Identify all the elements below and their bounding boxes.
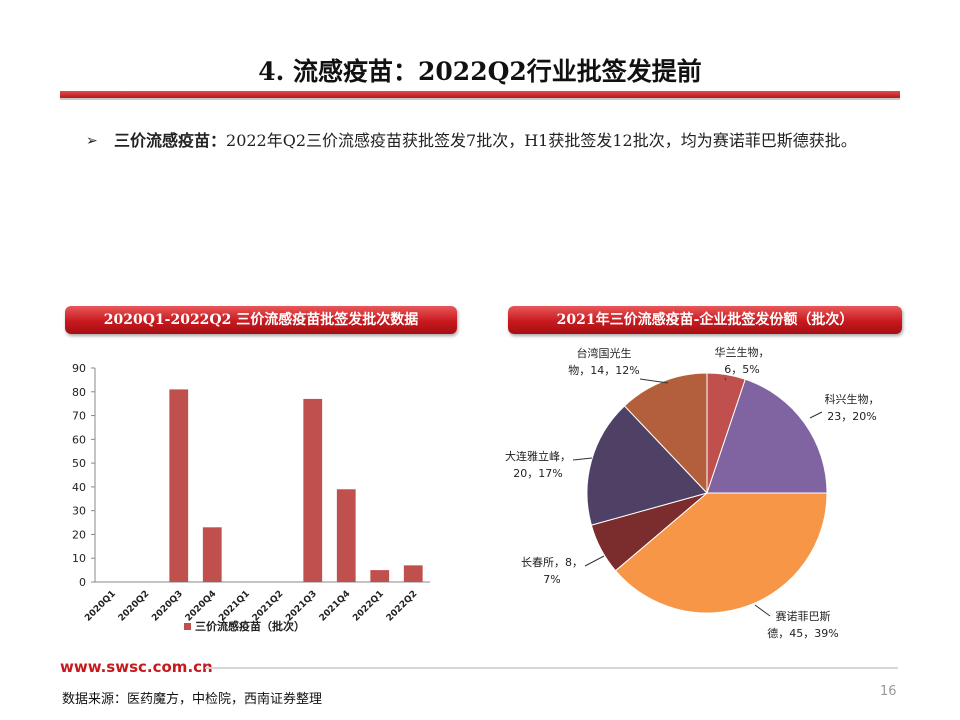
- pie-label: 华兰生物，: [715, 345, 770, 359]
- data-source: 数据来源：医药魔方，中检院，西南证券整理: [62, 692, 323, 707]
- y-tick-label: 10: [72, 552, 86, 565]
- legend-swatch: [184, 623, 191, 630]
- pie-slice: [623, 372, 708, 495]
- bullet-text-block: 三价流感疫苗：2022年Q2三价流感疫苗获批签发7批次，H1获批签发12批次，均…: [114, 124, 914, 158]
- title-underline-shadow: [60, 98, 900, 100]
- pie-leader-line: [724, 377, 727, 381]
- pie-label: 台湾国光生: [577, 346, 632, 360]
- bullet-highlight: 三价流感疫苗：: [114, 131, 227, 150]
- pie-slice: [586, 405, 708, 526]
- pie-leader-line: [572, 457, 593, 461]
- pie-label-value: 20，17%: [513, 467, 562, 480]
- bar: [202, 527, 222, 582]
- pie-leader-line: [754, 604, 771, 617]
- pie-label-value: 德，45，39%: [767, 626, 838, 640]
- pie-label: 科兴生物，: [825, 392, 880, 406]
- page-title: 4. 流感疫苗：2022Q2行业批签发提前: [258, 57, 702, 86]
- bar: [336, 489, 356, 582]
- footer-url: www.swsc.com.cn: [60, 658, 213, 676]
- pie-leader-line: [639, 378, 669, 384]
- pie-label-value: 物，14，12%: [568, 363, 639, 377]
- bar-chart-title: 2020Q1-2022Q2 三价流感疫苗批签发批次数据: [65, 306, 457, 334]
- y-tick-label: 50: [72, 457, 86, 470]
- y-tick-label: 20: [72, 528, 86, 541]
- pie-slice: [706, 378, 828, 494]
- legend-label: 三价流感疫苗（批次）: [195, 619, 305, 633]
- pie-slice: [614, 492, 828, 614]
- pie-chart-title: 2021年三价流感疫苗-企业批签发份额（批次）: [508, 306, 902, 334]
- y-tick-label: 80: [72, 386, 86, 399]
- y-tick-label: 60: [72, 433, 86, 446]
- pie-label: 大连雅立峰，: [505, 449, 571, 463]
- pie-leader-line: [809, 411, 823, 419]
- page-number: 16: [880, 684, 897, 699]
- y-tick-label: 40: [72, 481, 86, 494]
- bullet-arrow-icon: ➢: [86, 133, 98, 149]
- bar: [169, 389, 189, 582]
- pie-label-value: 7%: [543, 573, 560, 586]
- bullet-body: 2022年Q2三价流感疫苗获批签发7批次，H1获批签发12批次，均为赛诺菲巴斯德…: [226, 131, 857, 150]
- pie-label-value: 6，5%: [724, 363, 759, 376]
- bar: [403, 565, 423, 582]
- bar: [303, 398, 323, 582]
- y-tick-label: 30: [72, 505, 86, 518]
- pie-label-value: 23，20%: [827, 410, 876, 423]
- pie-leader-line: [584, 555, 605, 567]
- pie-label: 赛诺菲巴斯: [776, 609, 831, 623]
- y-tick-label: 90: [72, 362, 86, 375]
- footer-divider: [205, 667, 898, 669]
- y-tick-label: 70: [72, 410, 86, 423]
- bar: [370, 570, 390, 582]
- y-tick-label: 0: [79, 576, 86, 589]
- pie-label: 长春所，8，: [521, 556, 583, 569]
- title-underline: [60, 91, 900, 98]
